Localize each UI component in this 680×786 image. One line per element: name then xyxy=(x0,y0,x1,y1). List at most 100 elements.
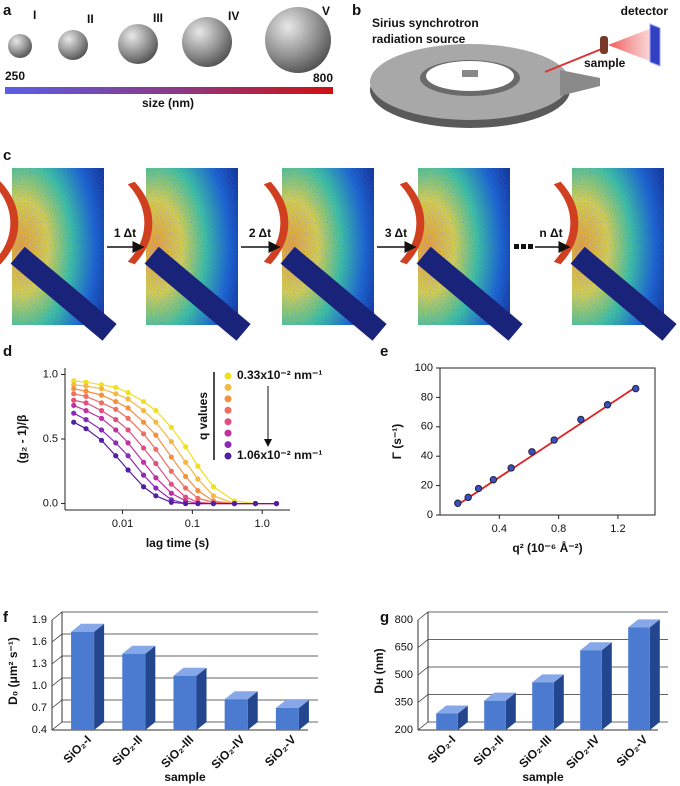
x-tick-label: 0.8 xyxy=(551,523,566,535)
data-point xyxy=(168,499,174,505)
data-point xyxy=(153,408,159,414)
data-point xyxy=(210,500,216,507)
panel-letter: c xyxy=(3,147,11,164)
speckle-image xyxy=(557,168,676,341)
data-point xyxy=(71,386,77,392)
colorbar-min: 250 xyxy=(5,69,25,83)
legend-swatch xyxy=(224,452,232,460)
data-point xyxy=(113,391,119,397)
data-point xyxy=(83,400,89,406)
y-tick-label: 20 xyxy=(421,480,433,492)
y-tick-label: 0.4 xyxy=(32,724,47,736)
data-point xyxy=(183,473,189,480)
data-point xyxy=(168,438,174,445)
y-tick-label: 100 xyxy=(415,362,433,374)
x-tick-label: SiO₂-I xyxy=(60,732,93,765)
data-point xyxy=(183,444,189,450)
sphere-label: I xyxy=(33,8,36,22)
sphere xyxy=(182,17,232,67)
bar xyxy=(628,627,650,730)
speckle-image xyxy=(403,168,522,341)
data-point xyxy=(98,415,105,421)
legend-swatch xyxy=(224,383,232,391)
data-point xyxy=(113,406,119,412)
data-point xyxy=(632,384,640,393)
data-point xyxy=(183,485,189,491)
x-axis-title: sample xyxy=(164,770,206,784)
data-point xyxy=(231,500,238,507)
data-point xyxy=(454,499,462,507)
data-point xyxy=(83,379,89,385)
legend-label: 1.06x10⁻² nm⁻¹ xyxy=(237,448,322,462)
data-point xyxy=(153,460,159,467)
bar xyxy=(436,713,458,730)
detector-label: detector xyxy=(621,4,669,18)
panel-letter: a xyxy=(3,2,12,19)
bar-side xyxy=(601,642,612,730)
y-tick-label: 60 xyxy=(421,421,433,433)
y-tick-label: 0 xyxy=(427,509,433,521)
x-tick-label: SiO₂-IV xyxy=(563,732,602,771)
data-point xyxy=(168,490,174,496)
sphere-label: V xyxy=(322,4,330,18)
legend-swatch xyxy=(224,406,232,414)
data-point xyxy=(140,484,147,490)
data-point xyxy=(125,453,131,459)
data-point xyxy=(125,415,131,421)
y-tick-label: 80 xyxy=(421,391,433,403)
data-point xyxy=(113,453,119,459)
legend-swatch xyxy=(224,372,232,380)
ellipsis xyxy=(514,244,533,249)
x-tick-label: SiO₂-III xyxy=(516,732,554,770)
bar xyxy=(122,653,146,730)
bar-top xyxy=(628,619,660,628)
panel-letter: b xyxy=(352,2,361,19)
bar-side xyxy=(145,645,156,730)
data-point xyxy=(195,495,201,501)
y-tick-label: 1.0 xyxy=(32,680,47,692)
data-point xyxy=(83,388,89,394)
data-point xyxy=(71,378,77,384)
data-point xyxy=(113,417,119,423)
panel-letter: e xyxy=(380,343,388,360)
data-point xyxy=(71,382,77,388)
data-point xyxy=(474,484,483,493)
data-point xyxy=(183,459,189,465)
y-tick-label: 800 xyxy=(395,614,413,626)
y-tick-label: 650 xyxy=(395,641,413,653)
y-tick-label: 350 xyxy=(395,696,413,708)
bar-side xyxy=(457,705,468,730)
bar-top xyxy=(71,623,105,632)
data-point xyxy=(71,397,77,403)
bar xyxy=(275,708,299,730)
bar-top xyxy=(275,700,309,708)
y-tick-label: 0.5 xyxy=(43,433,58,445)
step-label: 1 Δt xyxy=(114,226,136,240)
x-axis-title: q² (10⁻⁶ Å⁻²) xyxy=(512,540,582,555)
data-point xyxy=(140,398,147,405)
speckle-image xyxy=(267,168,386,341)
grid-line xyxy=(51,677,318,687)
x-tick-label: 0.4 xyxy=(492,523,507,535)
x-axis-title: lag time (s) xyxy=(146,536,209,550)
data-point xyxy=(98,408,105,414)
y-axis-title: D₀ (μm² s⁻¹) xyxy=(6,637,20,705)
data-point xyxy=(195,476,201,482)
bar-top xyxy=(224,691,258,700)
bar-top xyxy=(580,642,612,651)
data-point xyxy=(83,393,89,399)
data-point xyxy=(528,448,536,456)
sphere xyxy=(265,7,331,73)
x-axis-title: sample xyxy=(522,770,564,784)
x-tick-label: SiO₂-V xyxy=(614,732,651,769)
sphere-label: II xyxy=(87,12,94,26)
synchrotron xyxy=(370,44,600,128)
data-point xyxy=(140,472,147,478)
y-tick-label: 1.3 xyxy=(32,658,47,670)
panel-letter: f xyxy=(3,609,9,626)
step-label: n Δt xyxy=(539,226,562,240)
x-tick-label: 0.01 xyxy=(112,518,133,530)
y-tick-label: 1.6 xyxy=(32,636,47,648)
bar-side xyxy=(649,619,660,730)
bar xyxy=(71,631,95,730)
